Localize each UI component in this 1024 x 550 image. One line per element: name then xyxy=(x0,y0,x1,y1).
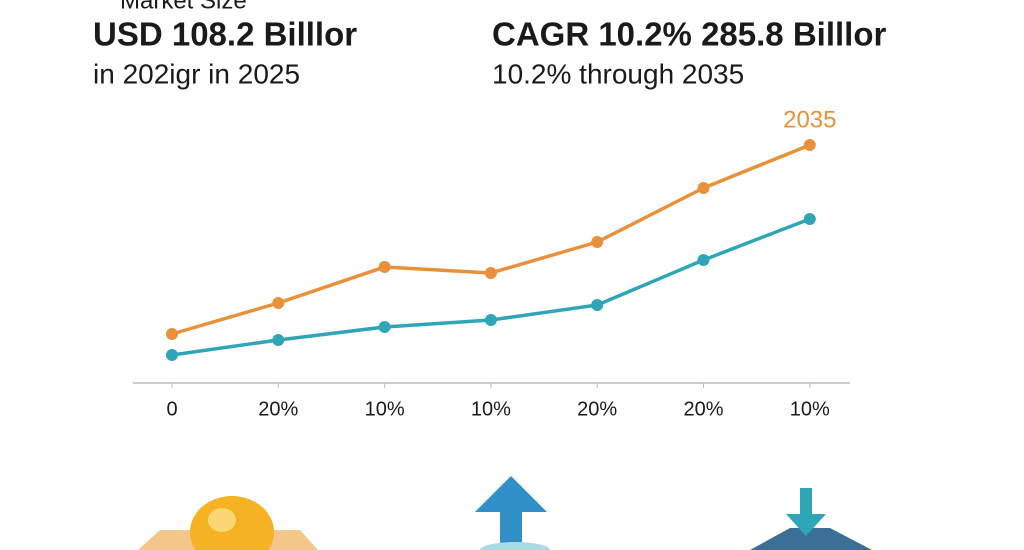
annotation: 2035 xyxy=(783,106,836,133)
point xyxy=(803,139,816,151)
left-value: USD 108.2 Billlor xyxy=(93,16,357,53)
point xyxy=(378,321,391,333)
right-value: CAGR 10.2% 285.8 Billlor xyxy=(492,16,886,53)
arrow-down-head xyxy=(786,514,826,536)
box-down-icon xyxy=(750,528,872,550)
icons xyxy=(138,476,872,550)
helmet-shine xyxy=(208,508,236,532)
point xyxy=(272,334,285,346)
point xyxy=(697,182,710,194)
section-label: Market Size xyxy=(120,0,247,14)
arrow-up-shaft xyxy=(500,505,522,550)
x-tick-label: 10% xyxy=(790,398,830,420)
point xyxy=(697,254,710,266)
point xyxy=(591,236,604,248)
arrow-down-shaft xyxy=(800,488,812,518)
point xyxy=(484,314,497,326)
point xyxy=(484,267,497,279)
point xyxy=(378,261,391,273)
point xyxy=(272,297,285,309)
point xyxy=(166,328,178,340)
point xyxy=(803,213,816,225)
point xyxy=(166,349,178,361)
x-tick-label: 20% xyxy=(577,398,617,420)
x-tick-label: 10% xyxy=(365,398,405,420)
left-subtitle: in 202igr in 2025 xyxy=(93,58,300,89)
series-line xyxy=(171,143,811,336)
series-line xyxy=(171,217,811,357)
x-tick-label: 10% xyxy=(471,398,511,420)
base xyxy=(480,542,550,550)
x-tick-label: 0 xyxy=(166,398,177,420)
arrow-up-head xyxy=(475,476,547,512)
x-tick-label: 20% xyxy=(683,398,723,420)
x-tick-label: 20% xyxy=(258,398,298,420)
point xyxy=(591,299,604,311)
right-subtitle: 10.2% through 2035 xyxy=(492,58,744,89)
